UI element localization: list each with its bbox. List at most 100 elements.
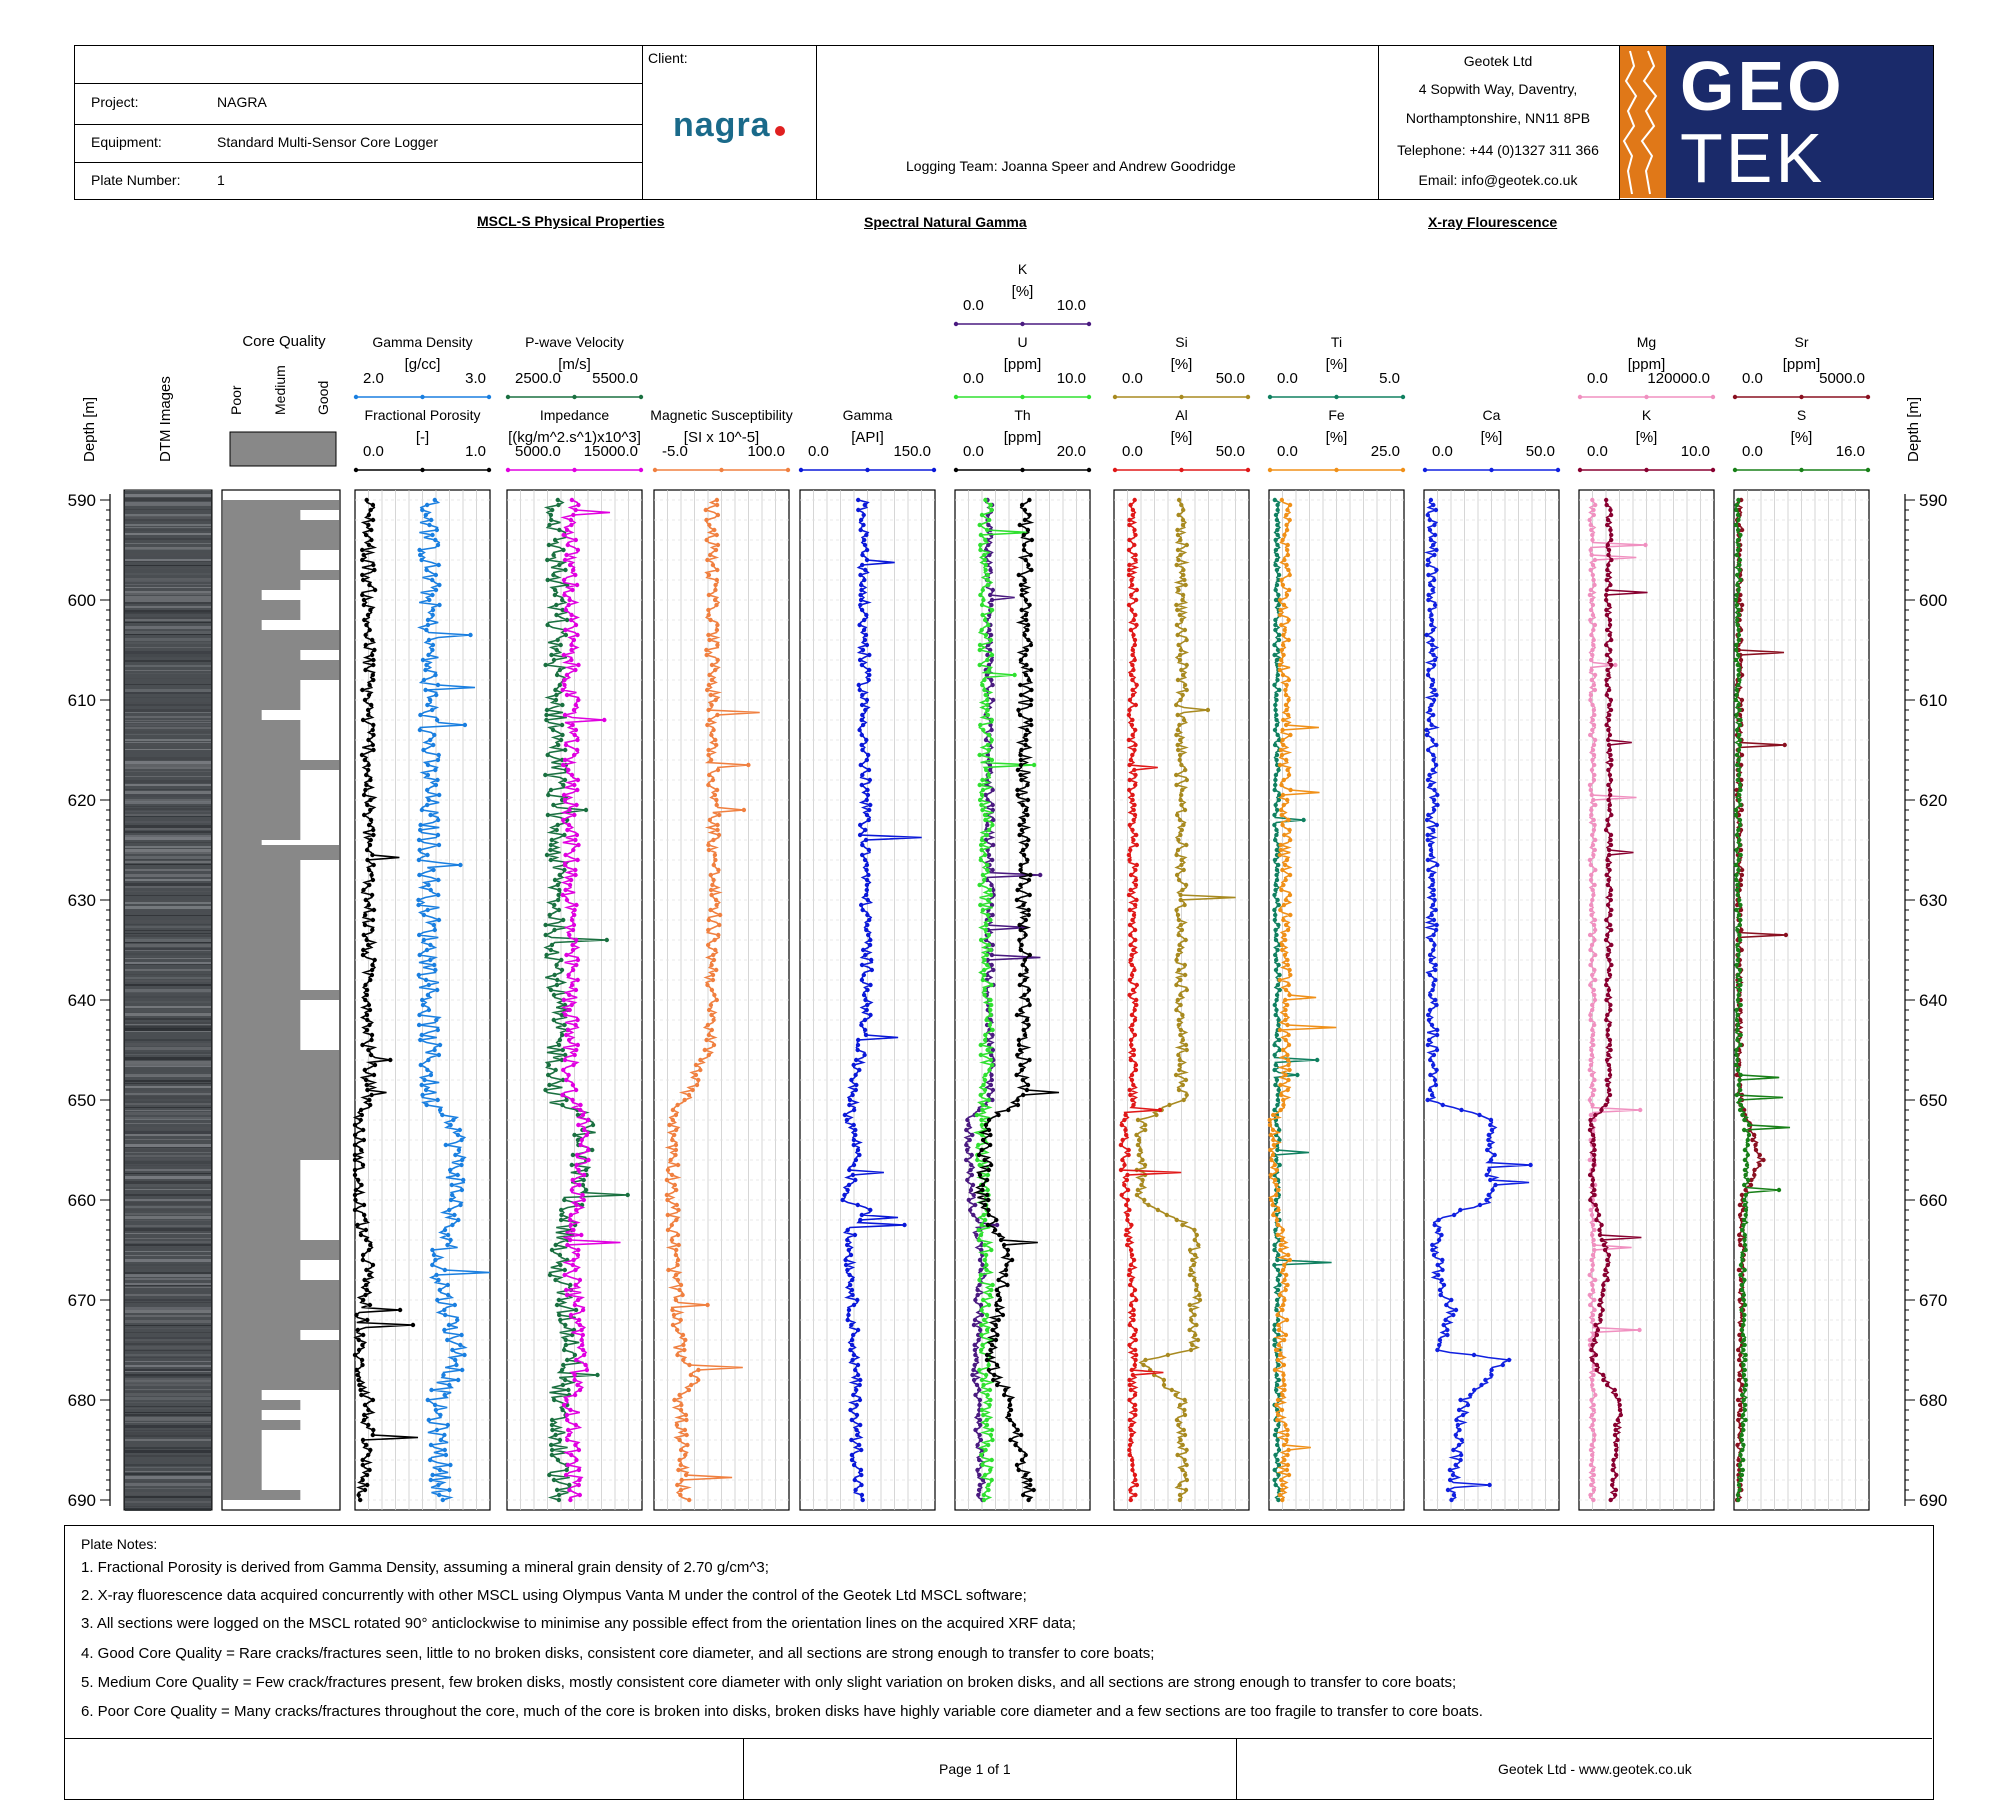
data-point: [560, 687, 565, 693]
data-point: [575, 1152, 580, 1158]
data-point: [1743, 1352, 1748, 1358]
dtm-core-band: [125, 1432, 211, 1435]
data-point: [1283, 922, 1289, 928]
data-point: [989, 677, 994, 683]
data-point: [560, 1382, 566, 1388]
header-divider: [1378, 46, 1379, 199]
data-point: [864, 757, 869, 763]
data-point: [1742, 1407, 1748, 1413]
data-point: [1184, 987, 1190, 993]
data-point: [1587, 517, 1592, 523]
data-point: [450, 1192, 455, 1198]
dtm-core-band: [125, 622, 211, 623]
dtm-core-band: [125, 1310, 211, 1313]
series-scale-marker: [1267, 467, 1273, 473]
data-point: [1194, 1322, 1199, 1328]
data-point: [1285, 1432, 1290, 1438]
data-point: [1126, 852, 1132, 858]
data-point: [424, 947, 430, 953]
data-point: [987, 627, 992, 633]
data-point: [1020, 847, 1026, 853]
dtm-core-band: [125, 602, 211, 604]
data-point: [1742, 1242, 1748, 1248]
data-point: [1118, 1167, 1124, 1173]
data-point: [984, 672, 990, 678]
dtm-core-band: [125, 926, 211, 928]
data-point: [442, 1392, 447, 1398]
series-points: [840, 497, 907, 1503]
data-point: [712, 527, 717, 533]
data-point: [568, 1212, 574, 1218]
data-point: [1280, 942, 1285, 948]
data-point: [708, 552, 713, 558]
dtm-core-band: [125, 1241, 211, 1243]
data-point: [1142, 1197, 1147, 1203]
data-point: [1281, 652, 1286, 658]
data-point: [1287, 872, 1293, 878]
series-name-label: Impedance: [540, 407, 609, 423]
data-point: [989, 1052, 994, 1058]
dtm-core-band: [125, 953, 211, 955]
data-point: [713, 547, 719, 553]
data-point: [1128, 1262, 1134, 1268]
section-title-mscl: MSCL-S Physical Properties: [477, 213, 665, 229]
data-point: [1592, 737, 1598, 743]
data-point: [857, 657, 863, 663]
data-point: [1124, 1227, 1129, 1233]
data-point: [714, 802, 719, 808]
data-point: [683, 1412, 689, 1418]
data-point: [673, 1152, 678, 1158]
series-name-label: Magnetic Susceptibility: [650, 407, 792, 423]
data-point: [555, 637, 560, 643]
data-point: [1277, 1127, 1282, 1133]
series-scale-marker: [953, 394, 959, 400]
data-point: [1281, 1442, 1287, 1448]
data-point: [716, 832, 722, 838]
data-point: [705, 1022, 711, 1028]
data-point: [985, 862, 990, 868]
data-point: [714, 532, 719, 538]
data-point: [985, 1172, 990, 1178]
data-point: [990, 787, 995, 793]
dtm-core-band: [125, 665, 211, 667]
data-point: [1431, 577, 1437, 583]
data-point: [1742, 1267, 1747, 1273]
dtm-core-band: [125, 722, 211, 723]
data-point: [854, 1057, 859, 1063]
data-point: [680, 1292, 685, 1298]
data-point: [574, 937, 579, 943]
data-point: [553, 1432, 558, 1438]
data-point: [577, 1492, 582, 1498]
data-point: [570, 1097, 575, 1103]
core-quality-bar: [223, 620, 262, 630]
dtm-core-band: [125, 864, 211, 865]
data-point: [712, 597, 718, 603]
data-point: [859, 977, 865, 983]
data-point: [1740, 1252, 1745, 1258]
core-quality-bar: [223, 650, 301, 660]
data-point: [1439, 1232, 1444, 1238]
data-point: [1133, 772, 1138, 778]
data-point: [1735, 1012, 1740, 1018]
data-point: [1272, 907, 1277, 913]
data-point: [1597, 1227, 1602, 1233]
data-point: [1126, 737, 1132, 743]
data-point: [1738, 882, 1744, 888]
data-point: [1028, 667, 1034, 673]
data-point: [370, 637, 375, 643]
data-point: [994, 1222, 1000, 1228]
dtm-core-band: [125, 842, 211, 843]
data-point: [1285, 1002, 1290, 1008]
data-point: [1425, 562, 1430, 568]
data-point: [586, 1147, 591, 1153]
dtm-core-band: [125, 752, 211, 753]
data-point: [1130, 687, 1135, 693]
data-point: [358, 1117, 363, 1123]
data-point: [980, 1107, 985, 1113]
data-point: [674, 1247, 679, 1253]
data-point: [862, 502, 867, 508]
data-point: [1741, 1217, 1747, 1223]
series-unit-label: [g/cc]: [405, 356, 441, 373]
data-point: [1279, 782, 1284, 788]
data-point: [1184, 1462, 1189, 1468]
